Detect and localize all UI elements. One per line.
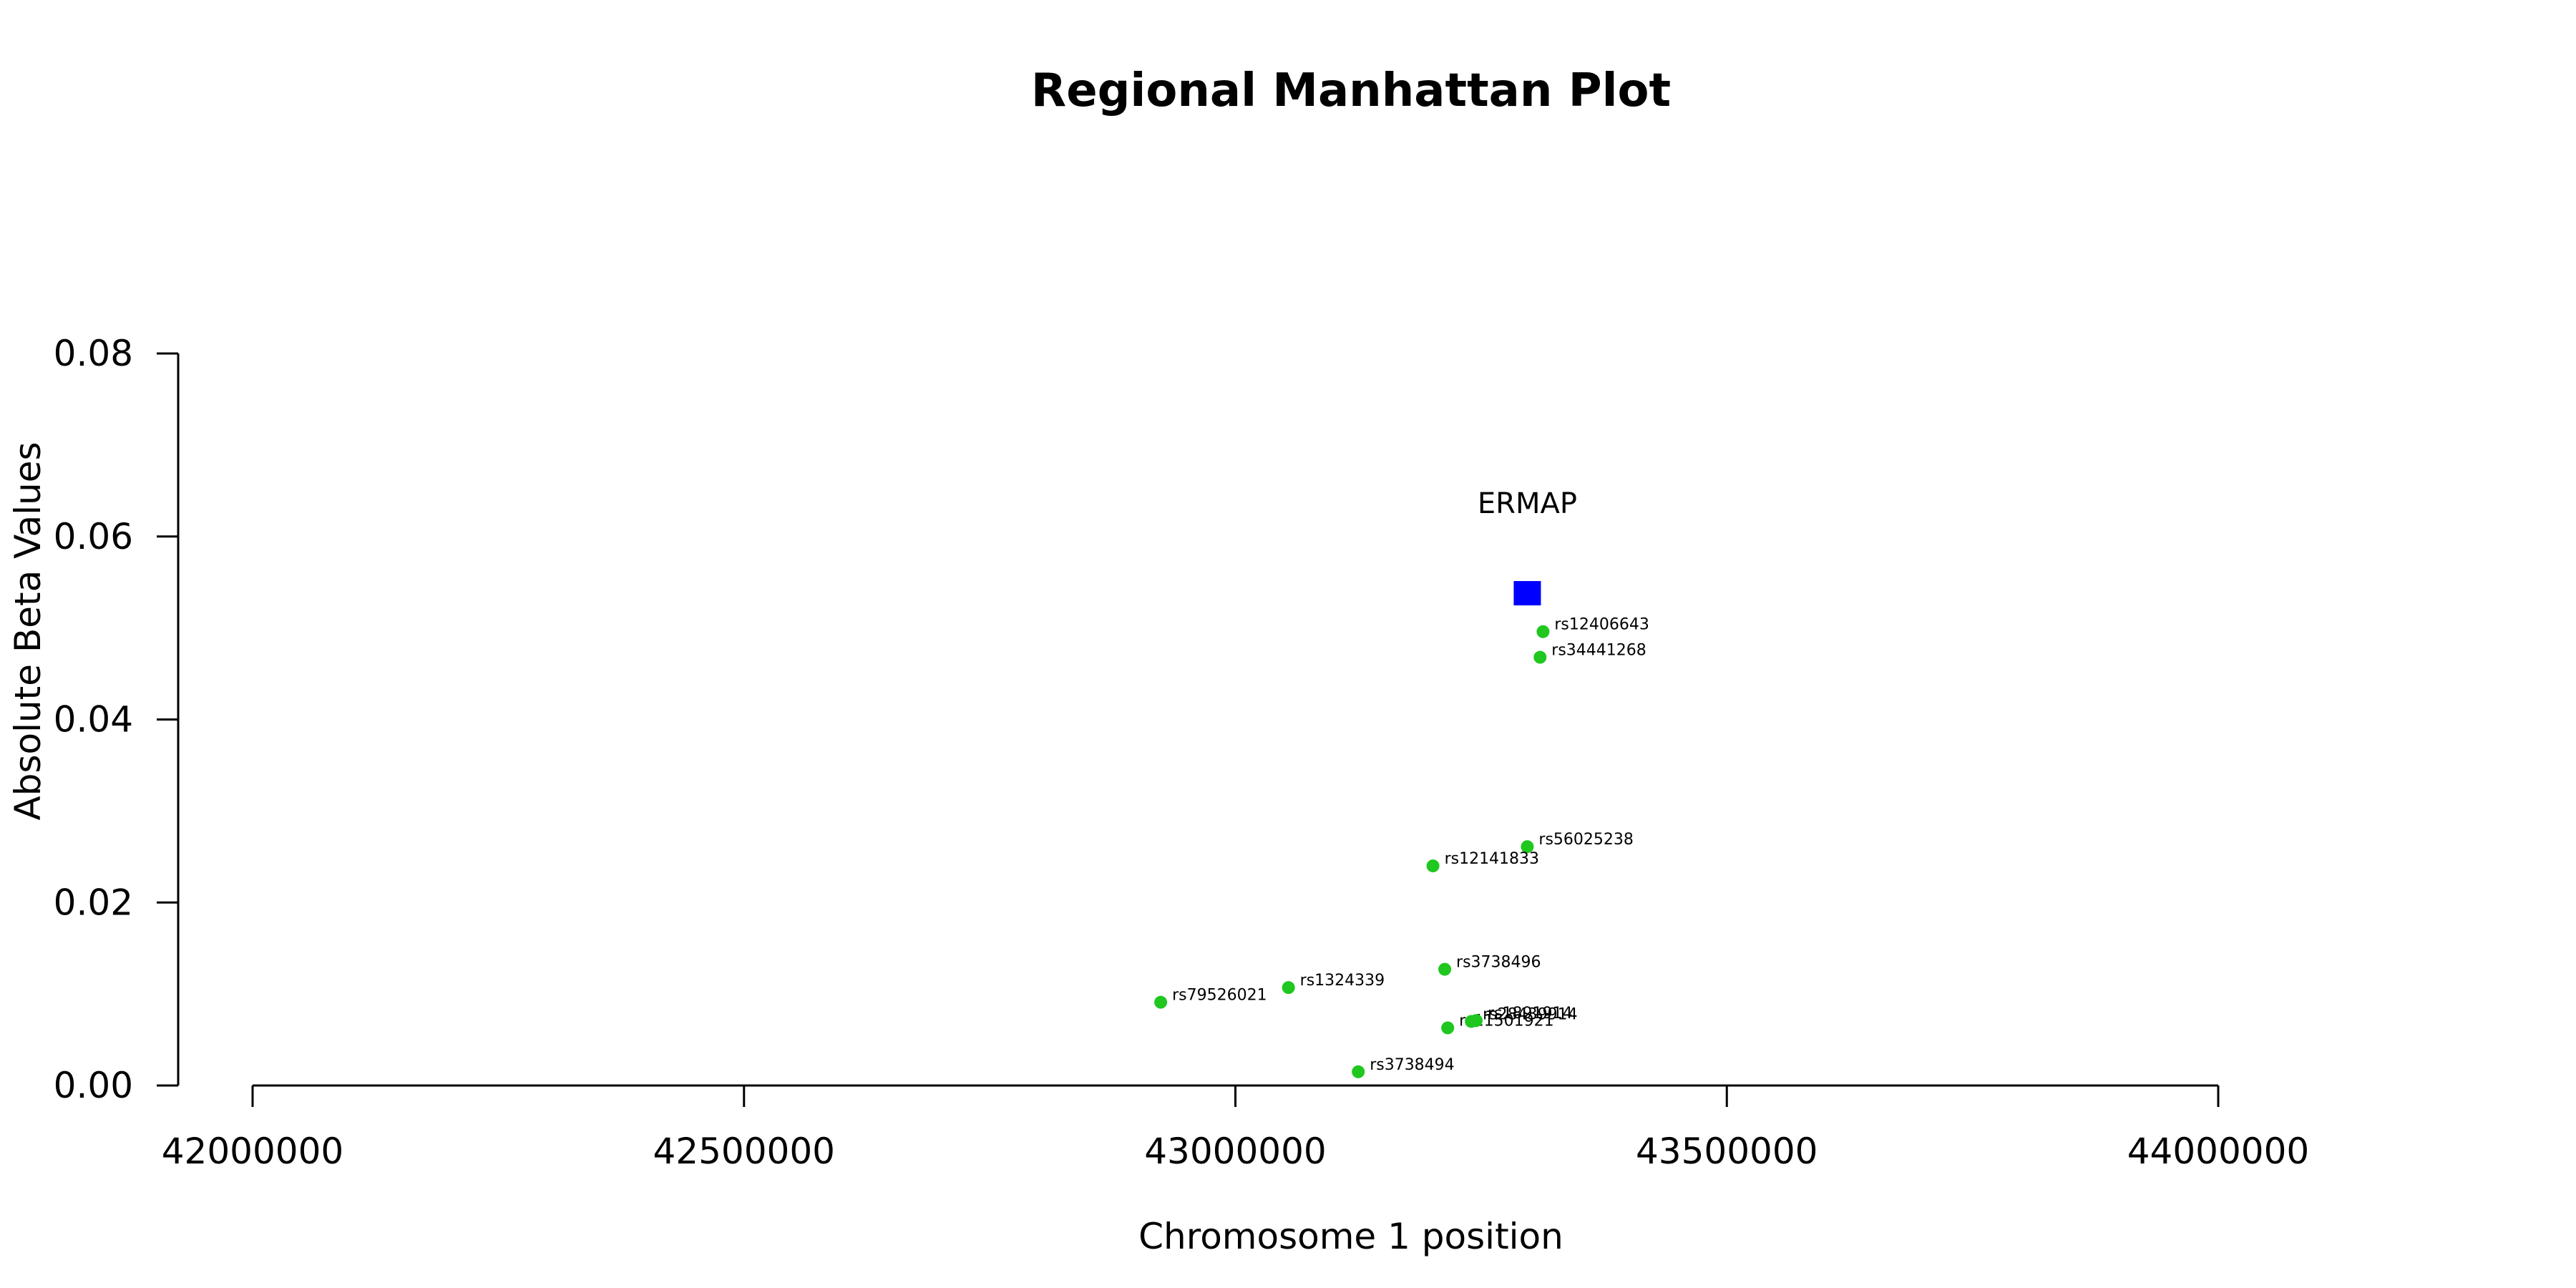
snp-label: rs56025238 bbox=[1538, 831, 1633, 849]
snp-point bbox=[1426, 859, 1440, 873]
snp-label: rs3738496 bbox=[1456, 954, 1541, 972]
x-tick-label: 43000000 bbox=[1144, 1131, 1327, 1172]
snp-label: rs79526021 bbox=[1172, 987, 1267, 1005]
snp-label: rs12141833 bbox=[1445, 850, 1539, 868]
snp-label: rs1324339 bbox=[1300, 972, 1385, 990]
x-axis-title: Chromosome 1 position bbox=[1138, 1216, 1563, 1257]
data-marks: ERMAP rs12406643 rs34441268 rs56025238rs121… bbox=[1154, 487, 1649, 1078]
chart-title: Regional Manhattan Plot bbox=[1031, 64, 1671, 117]
gene-label: ERMAP bbox=[1478, 487, 1577, 520]
snp-point bbox=[1438, 962, 1452, 976]
x-tick-label: 43500000 bbox=[1636, 1131, 1818, 1172]
y-tick-label: 0.02 bbox=[54, 882, 133, 923]
snp-point bbox=[1441, 1021, 1455, 1035]
y-tick-label: 0.00 bbox=[54, 1065, 133, 1106]
snp-label: rs1891914 bbox=[1488, 1005, 1573, 1023]
snp-point bbox=[1521, 840, 1534, 854]
snp-label: rs34441268 bbox=[1551, 642, 1646, 660]
snp-label: rs28439914 bbox=[1483, 1005, 1577, 1023]
snp-point bbox=[1352, 1065, 1365, 1078]
y-tick-label: 0.06 bbox=[54, 516, 133, 557]
snp-point bbox=[1154, 995, 1168, 1009]
axes: 0.00 0.02 0.04 0.06 0.08 42000000 42500000 4300… bbox=[54, 333, 2310, 1172]
snp-point bbox=[1282, 981, 1295, 995]
snp-label: rs3738494 bbox=[1370, 1056, 1455, 1074]
snp-point bbox=[1470, 1014, 1483, 1028]
snp-point bbox=[1533, 650, 1547, 664]
x-tick-label: 42000000 bbox=[162, 1131, 344, 1172]
y-tick-label: 0.04 bbox=[54, 699, 133, 741]
x-tick-label: 42500000 bbox=[653, 1131, 836, 1172]
y-axis-title: Absolute Beta Values bbox=[7, 442, 49, 821]
gene-marker bbox=[1513, 581, 1541, 606]
y-tick-label: 0.08 bbox=[54, 333, 133, 374]
snp-label: rs12406643 bbox=[1554, 616, 1649, 634]
x-tick-label: 44000000 bbox=[2127, 1131, 2310, 1172]
snp-point bbox=[1536, 625, 1550, 638]
